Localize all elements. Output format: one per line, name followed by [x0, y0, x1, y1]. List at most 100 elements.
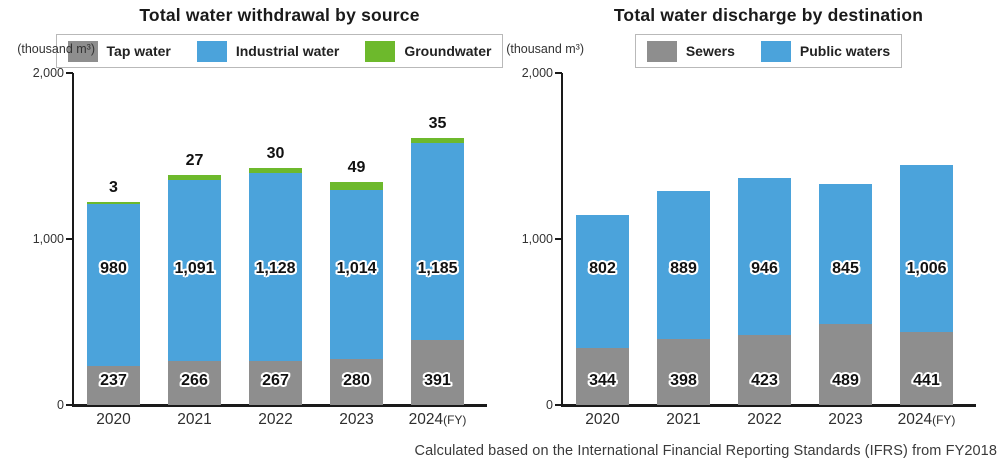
x-tick-label: 2020	[96, 411, 131, 428]
x-axis-line	[561, 404, 976, 407]
bar-segment-sewers	[657, 338, 710, 405]
legend-item-sewers: Sewers	[646, 40, 735, 62]
y-tick-label: 1,000	[521, 232, 553, 246]
segment-value-label: 980	[100, 260, 127, 277]
segment-value-label: 802	[589, 260, 616, 277]
segment-value-label: 266	[181, 372, 208, 389]
segment-value-label: 1,185	[417, 260, 458, 277]
legend-item-tap-water: Tap water	[67, 40, 171, 62]
legend: Sewers Public waters	[561, 34, 976, 68]
bar-segment-tap-water	[249, 360, 302, 405]
bar-segment-groundwater	[87, 202, 140, 205]
bar-segment-industrial-water	[249, 173, 302, 361]
bar-segment-groundwater	[168, 175, 221, 180]
x-tick-label: 2021	[177, 411, 212, 428]
chart-title: Total water discharge by destination	[613, 5, 924, 25]
y-tick-label: 0	[546, 398, 553, 412]
y-tick-label: 2,000	[32, 66, 64, 80]
y-tick-label: 1,000	[32, 232, 64, 246]
chart-panel-total-water-discharge-by-destination: Total water discharge by destination Sewe…	[489, 0, 1000, 440]
legend-label: Industrial water	[235, 43, 340, 59]
x-axis-line	[72, 404, 487, 407]
above-bar-value-label: 49	[347, 159, 366, 177]
x-tick-label: 2023	[339, 411, 374, 428]
y-tick-mark	[555, 72, 562, 74]
bar-segment-sewers	[819, 323, 872, 405]
legend-label: Sewers	[685, 43, 735, 59]
legend-label: Public waters	[799, 43, 891, 59]
x-tick-label: 2022	[258, 411, 293, 428]
y-axis-unit-label: (thousand m³)	[17, 42, 95, 56]
legend-swatch-icon	[196, 40, 227, 62]
above-bar-value-label: 35	[428, 114, 447, 132]
y-tick-mark	[555, 404, 562, 406]
bar-segment-groundwater	[411, 137, 464, 144]
x-tick-label: 2023	[828, 411, 863, 428]
y-axis-line	[72, 73, 74, 405]
y-tick-mark	[66, 238, 73, 240]
y-axis-unit-label: (thousand m³)	[506, 42, 584, 56]
segment-value-label: 344	[589, 372, 616, 389]
x-tick-label: 2022	[747, 411, 782, 428]
segment-value-label: 441	[913, 372, 940, 389]
y-tick-label: 2,000	[521, 66, 553, 80]
bar-segment-industrial-water	[87, 202, 140, 366]
y-tick-mark	[66, 72, 73, 74]
bar-segment-tap-water	[330, 358, 383, 405]
segment-value-label: 1,091	[174, 260, 215, 277]
fiscal-year-suffix: (FY)	[443, 413, 467, 427]
legend-item-public-waters: Public waters	[760, 40, 891, 62]
segment-value-label: 1,006	[906, 260, 947, 277]
segment-value-label: 423	[751, 372, 778, 389]
x-tick-label: 2024(FY)	[897, 411, 956, 428]
segment-value-label: 489	[832, 372, 859, 389]
bar-segment-tap-water	[87, 365, 140, 405]
y-tick-mark	[555, 238, 562, 240]
chart-panel-total-water-withdrawal-by-source: Total water withdrawal by source Tap wate…	[0, 0, 504, 440]
bar-segment-industrial-water	[411, 143, 464, 341]
fiscal-year-suffix: (FY)	[932, 413, 956, 427]
segment-value-label: 237	[100, 372, 127, 389]
bar-segment-public-waters	[657, 191, 710, 339]
y-axis-line	[561, 73, 563, 405]
above-bar-value-label: 27	[185, 152, 204, 170]
bar-segment-groundwater	[330, 182, 383, 191]
bar-segment-industrial-water	[168, 179, 221, 361]
bar-segment-sewers	[738, 334, 791, 405]
legend-box: Tap water Industrial water Groundwater	[55, 34, 504, 68]
segment-value-label: 267	[262, 372, 289, 389]
y-tick-label: 0	[57, 398, 64, 412]
bar-segment-public-waters	[738, 177, 791, 335]
bar-segment-tap-water	[168, 360, 221, 405]
segment-value-label: 391	[424, 372, 451, 389]
legend-label: Tap water	[106, 43, 171, 59]
x-tick-label: 2020	[585, 411, 620, 428]
segment-value-label: 946	[751, 260, 778, 277]
bar-segment-sewers	[576, 347, 629, 405]
x-tick-label: 2021	[666, 411, 701, 428]
y-tick-mark	[66, 404, 73, 406]
bar-segment-industrial-water	[330, 190, 383, 359]
segment-value-label: 845	[832, 260, 859, 277]
bar-segment-tap-water	[411, 340, 464, 405]
legend-item-industrial-water: Industrial water	[196, 40, 340, 62]
segment-value-label: 1,128	[255, 260, 296, 277]
x-tick-label: 2024(FY)	[408, 411, 467, 428]
legend-swatch-icon	[67, 40, 98, 62]
legend: Tap water Industrial water Groundwater	[55, 34, 504, 68]
legend-swatch-icon	[760, 40, 791, 62]
above-bar-value-label: 30	[266, 145, 285, 163]
above-bar-value-label: 3	[109, 179, 118, 197]
bar-segment-public-waters	[900, 164, 953, 332]
footnote: Calculated based on the International Fi…	[414, 443, 997, 459]
bar-segment-groundwater	[249, 168, 302, 174]
legend-swatch-icon	[646, 40, 677, 62]
bar-segment-public-waters	[819, 183, 872, 324]
legend-label: Groundwater	[404, 43, 492, 59]
segment-value-label: 280	[343, 372, 370, 389]
bar-segment-public-waters	[576, 214, 629, 348]
legend-box: Sewers Public waters	[634, 34, 903, 68]
legend-swatch-icon	[365, 40, 396, 62]
segment-value-label: 1,014	[336, 260, 377, 277]
